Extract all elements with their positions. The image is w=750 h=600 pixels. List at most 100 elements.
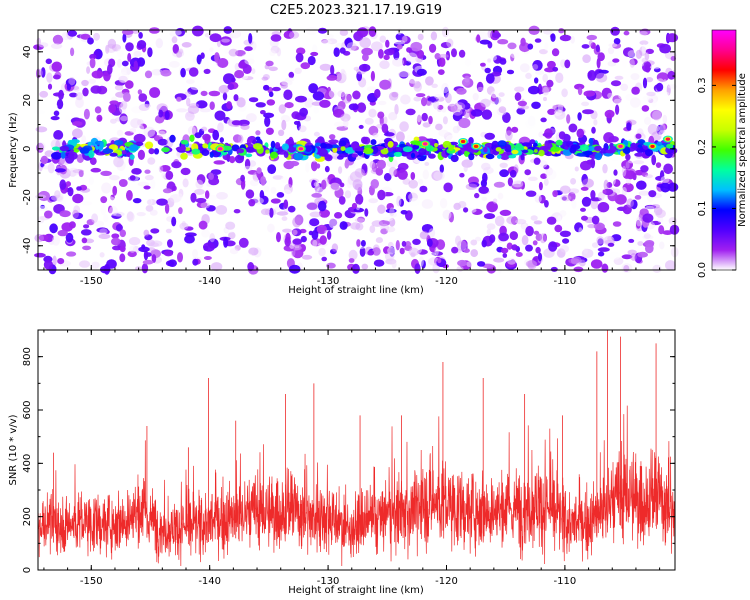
- heatmap-cell: [125, 42, 134, 52]
- heatmap-cell: [393, 39, 406, 45]
- heatmap-cell: [304, 98, 314, 108]
- spectrogram-y-label: Frequency (Hz): [8, 112, 19, 188]
- heatmap-cell: [255, 102, 266, 108]
- x-tick-label: -140: [198, 276, 221, 287]
- heatmap-cell: [60, 151, 66, 159]
- heatmap-cell: [53, 110, 60, 117]
- heatmap-cell: [121, 29, 134, 35]
- heatmap-cell: [410, 41, 423, 52]
- heatmap-cell: [612, 221, 622, 227]
- heatmap-cell: [244, 58, 255, 65]
- heatmap-cell: [564, 59, 571, 69]
- heatmap-cell: [125, 80, 134, 89]
- heatmap-cell: [176, 96, 182, 102]
- heatmap-cell: [360, 240, 366, 247]
- heatmap-cell: [281, 189, 292, 198]
- heatmap-cell: [280, 176, 288, 183]
- heatmap-cell: [88, 78, 96, 84]
- spectrogram-x-axis: -150 -140 -130 -120 -110: [43, 30, 661, 287]
- heatmap-cell: [317, 27, 328, 34]
- heatmap-cell: [276, 211, 289, 216]
- heatmap-cell: [51, 61, 63, 72]
- heatmap-cell: [116, 129, 124, 136]
- heatmap-cell: [53, 130, 64, 140]
- heatmap-cell: [145, 205, 154, 212]
- heatmap-cell: [602, 189, 607, 194]
- heatmap-cell: [520, 52, 525, 60]
- heatmap-cell: [485, 153, 495, 160]
- heatmap-cell: [348, 103, 359, 111]
- heatmap-cell: [178, 207, 183, 215]
- heatmap-cell: [633, 160, 645, 165]
- heatmap-cell: [517, 150, 523, 156]
- x-tick-label: -110: [554, 576, 577, 587]
- heatmap-cell: [499, 209, 512, 216]
- heatmap-cell: [276, 232, 281, 243]
- heatmap-cell: [120, 115, 128, 122]
- heatmap-cell: [138, 93, 148, 102]
- heatmap-cell: [312, 91, 325, 101]
- heatmap-cell: [621, 165, 627, 177]
- heatmap-cell: [320, 142, 327, 149]
- heatmap-cell: [610, 26, 620, 36]
- y-tick-label: 0: [22, 567, 33, 573]
- heatmap-cell: [150, 179, 156, 190]
- heatmap-cell: [311, 230, 319, 240]
- heatmap-cell: [534, 77, 539, 84]
- heatmap-cell: [499, 169, 509, 178]
- heatmap-cell: [339, 47, 346, 54]
- heatmap-cell: [474, 192, 480, 199]
- heatmap-cell: [457, 150, 462, 157]
- heatmap-cell: [66, 83, 71, 91]
- heatmap-cell: [53, 104, 58, 109]
- heatmap-cell: [201, 229, 211, 238]
- heatmap-cell: [580, 160, 592, 171]
- heatmap-cell: [344, 190, 352, 199]
- heatmap-cell: [466, 261, 473, 267]
- heatmap-cell: [391, 260, 397, 269]
- heatmap-cell: [458, 49, 466, 58]
- heatmap-cell: [393, 151, 403, 157]
- heatmap-cell: [119, 253, 126, 263]
- heatmap-cell: [281, 143, 289, 151]
- heatmap-cell: [442, 116, 448, 125]
- heatmap-cell: [269, 50, 276, 57]
- heatmap-cell: [276, 192, 285, 198]
- heatmap-cell: [538, 181, 543, 191]
- heatmap-cell: [511, 138, 516, 143]
- heatmap-cell: [574, 166, 579, 172]
- heatmap-cell: [260, 208, 271, 216]
- heatmap-cell: [334, 212, 343, 219]
- heatmap-cell: [546, 60, 556, 69]
- heatmap-cell: [119, 229, 127, 238]
- heatmap-cell: [202, 143, 209, 149]
- heatmap-cell: [38, 42, 49, 48]
- heatmap-cell: [362, 187, 370, 192]
- heatmap-cell: [607, 92, 614, 99]
- heatmap-cell: [574, 83, 585, 90]
- heatmap-cell: [486, 223, 496, 230]
- heatmap-cell: [111, 233, 120, 239]
- heatmap-cell: [321, 179, 327, 190]
- heatmap-cell: [428, 228, 436, 238]
- heatmap-cell: [397, 162, 409, 171]
- heatmap-cell: [186, 79, 195, 84]
- heatmap-cell: [380, 148, 389, 155]
- heatmap-cell: [88, 176, 94, 185]
- heatmap-cell: [582, 54, 591, 63]
- heatmap-cell: [319, 99, 331, 108]
- heatmap-cell: [591, 242, 599, 248]
- heatmap-cell: [415, 93, 426, 98]
- heatmap-cell: [376, 159, 386, 170]
- heatmap-cell: [634, 152, 644, 157]
- heatmap-cell: [630, 142, 637, 149]
- heatmap-cell: [87, 37, 94, 45]
- heatmap-cell: [143, 229, 150, 237]
- heatmap-cell: [514, 143, 524, 151]
- heatmap-cell: [410, 152, 416, 159]
- heatmap-cell: [610, 174, 616, 185]
- heatmap-cell: [576, 128, 585, 138]
- colorbar-tick-label: 0.0: [697, 262, 708, 278]
- heatmap-cell: [660, 182, 671, 193]
- heatmap-cell: [188, 67, 199, 77]
